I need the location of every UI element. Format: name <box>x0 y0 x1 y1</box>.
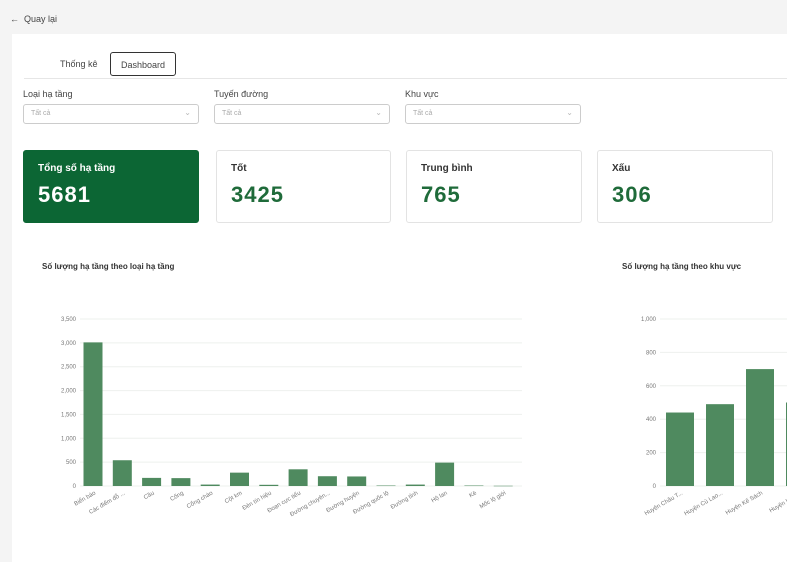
y-tick-label: 3,000 <box>61 341 77 347</box>
tab-bar: Thống kê Dashboard <box>24 52 787 79</box>
bar <box>666 412 694 486</box>
card-value: 765 <box>421 182 461 207</box>
select-value: Tất cả <box>413 110 433 117</box>
card-average: Trung bình 765 <box>406 150 582 223</box>
card-title: Tốt <box>231 163 247 174</box>
chevron-down-icon: ⌄ <box>375 108 382 117</box>
filter-label-loai-ha-tang: Loại hạ tầng <box>23 89 73 99</box>
bar <box>405 484 425 486</box>
card-total: Tổng số hạ tầng 5681 <box>23 150 199 223</box>
x-tick-label: Huyện Kế Sách <box>725 491 764 517</box>
card-good: Tốt 3425 <box>216 150 391 223</box>
y-tick-label: 1,000 <box>61 436 77 442</box>
bar <box>288 469 308 486</box>
bar <box>435 462 455 486</box>
x-tick-label: Biển báo <box>73 489 98 507</box>
select-value: Tất cả <box>31 110 51 117</box>
y-tick-label: 0 <box>73 484 77 490</box>
bar <box>706 404 734 486</box>
filter-label-tuyen-duong: Tuyến đường <box>214 89 269 99</box>
x-tick-label: Huyện Cù Lao... <box>683 490 724 517</box>
main-panel: Thống kê Dashboard Loại hạ tầng Tất cả ⌄ … <box>12 34 787 562</box>
x-tick-label: Kè <box>469 490 479 499</box>
bar <box>464 485 484 487</box>
x-tick-label: Cổng chào <box>186 489 215 510</box>
y-tick-label: 400 <box>646 417 657 423</box>
card-title: Trung bình <box>421 163 473 174</box>
back-link[interactable]: ← Quay lại <box>10 14 58 24</box>
arrow-left-icon: ← <box>10 14 19 24</box>
y-tick-label: 3,500 <box>61 317 77 323</box>
card-bad: Xấu 306 <box>597 150 773 223</box>
chevron-down-icon: ⌄ <box>566 108 573 117</box>
loai-ha-tang-select[interactable]: Tất cả ⌄ <box>23 104 199 124</box>
select-value: Tất cả <box>222 110 242 117</box>
x-tick-label: Cống <box>169 491 184 503</box>
khu-vuc-select[interactable]: Tất cả ⌄ <box>405 104 581 124</box>
chart-title-region: Số lượng hạ tầng theo khu vực <box>622 262 742 271</box>
bar <box>171 478 191 486</box>
y-tick-label: 600 <box>646 384 657 390</box>
x-tick-label: Huyện Châu T... <box>644 490 684 517</box>
bar <box>112 460 132 486</box>
card-title: Tổng số hạ tầng <box>38 163 116 174</box>
x-tick-label: Cầu <box>143 491 156 502</box>
card-value: 3425 <box>231 182 284 207</box>
y-tick-label: 2,000 <box>61 389 77 395</box>
filter-label-khu-vuc: Khu vực <box>405 89 439 99</box>
x-tick-label: Đường tỉnh <box>390 490 420 511</box>
bar <box>259 484 279 486</box>
y-tick-label: 200 <box>646 451 657 457</box>
card-title: Xấu <box>612 163 631 174</box>
y-tick-label: 500 <box>66 460 77 466</box>
bar <box>376 485 396 487</box>
x-tick-label: Huyện Long... <box>769 490 787 514</box>
x-tick-label: Mốc lộ giới <box>479 491 507 511</box>
y-tick-label: 0 <box>653 484 657 490</box>
y-tick-label: 800 <box>646 350 657 356</box>
bar <box>83 342 103 486</box>
card-value: 5681 <box>38 182 91 207</box>
bar <box>347 476 367 486</box>
bar <box>142 477 162 486</box>
y-tick-label: 1,000 <box>641 317 657 323</box>
chart-title-type: Số lượng hạ tầng theo loại hạ tầng <box>42 262 175 271</box>
y-tick-label: 1,500 <box>61 412 77 418</box>
card-value: 306 <box>612 182 652 207</box>
bar <box>746 369 774 486</box>
y-tick-label: 2,500 <box>61 365 77 371</box>
bar <box>200 484 220 486</box>
bar <box>230 472 249 486</box>
bar <box>493 485 513 487</box>
tab-dashboard[interactable]: Dashboard <box>110 52 177 76</box>
tuyen-duong-select[interactable]: Tất cả ⌄ <box>214 104 390 124</box>
tab-thong-ke[interactable]: Thống kê <box>60 59 98 69</box>
bar <box>317 476 337 486</box>
x-tick-label: Hộ lan <box>431 491 449 505</box>
x-tick-label: Cột km <box>224 491 243 506</box>
chevron-down-icon: ⌄ <box>184 108 191 117</box>
